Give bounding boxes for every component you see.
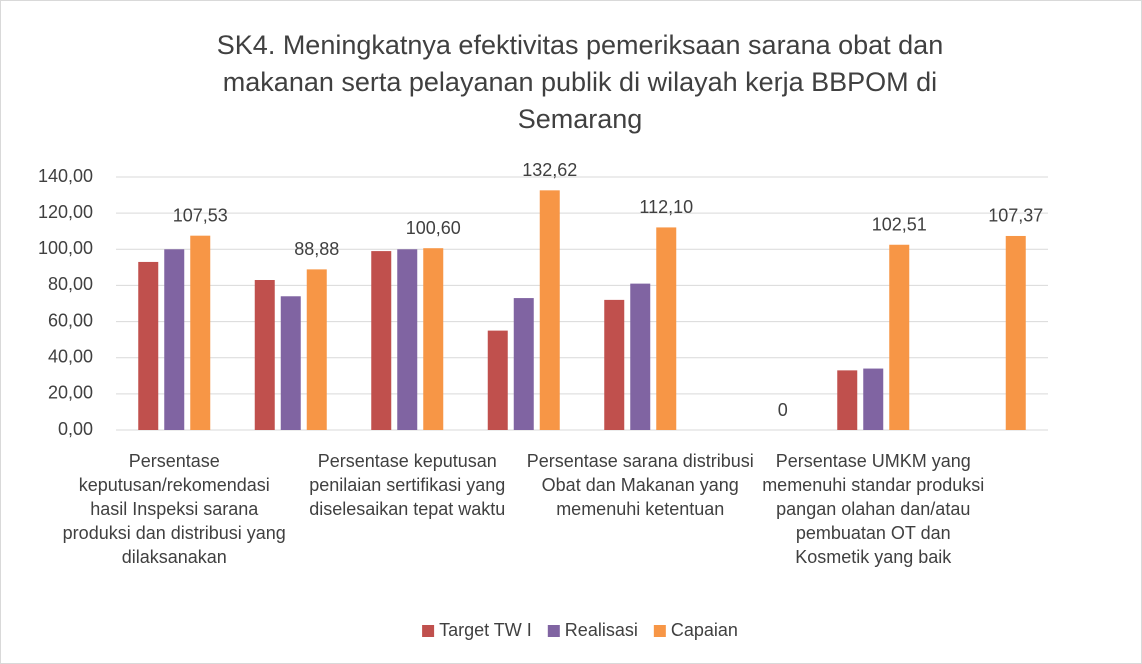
- data-label: 132,62: [522, 160, 577, 180]
- x-tick-label-line: memenuhi standar produksi: [762, 475, 984, 495]
- x-tick-label-line: Persentase keputusan: [318, 451, 497, 471]
- x-tick-label-line: Kosmetik yang baik: [795, 547, 952, 567]
- bar: [630, 283, 651, 430]
- y-tick-label: 20,00: [48, 383, 93, 403]
- y-tick-label: 0,00: [58, 419, 93, 439]
- bar: [604, 299, 625, 430]
- data-label: 112,10: [639, 197, 693, 217]
- data-label: 107,37: [988, 206, 1043, 226]
- x-tick-label-line: Obat dan Makanan yang: [542, 475, 739, 495]
- legend-item: Realisasi: [547, 620, 638, 640]
- bar: [280, 296, 301, 430]
- legend-item: Capaian: [653, 620, 738, 640]
- data-label: 107,53: [173, 205, 228, 225]
- y-tick-label: 80,00: [48, 274, 93, 294]
- bar: [190, 235, 211, 430]
- x-tick-label: Persentase keputusan penilaian sertifikas…: [309, 451, 505, 519]
- legend-label: Realisasi: [565, 620, 638, 640]
- data-label: 100,60: [406, 218, 461, 238]
- x-tick-label: Persentase UMKM yang memenuhi standar pro…: [762, 451, 984, 567]
- bar: [513, 298, 534, 430]
- x-tick-label-line: Persentase UMKM yang: [776, 451, 971, 471]
- bar: [837, 370, 858, 430]
- x-tick-label-line: pangan olahan dan/atau: [776, 499, 970, 519]
- legend-label: Capaian: [671, 620, 738, 640]
- legend-swatch: [547, 625, 560, 637]
- y-tick-label: 140,00: [38, 166, 93, 186]
- x-tick-label: Persentase keputusan/rekomendasi hasil Ins…: [63, 451, 286, 567]
- bar: [138, 261, 159, 430]
- x-tick-label-line: hasil Inspeksi sarana: [90, 499, 259, 519]
- x-tick-label-line: dilaksanakan: [122, 547, 227, 567]
- bar: [656, 227, 677, 430]
- bar: [1005, 235, 1026, 430]
- bar: [487, 330, 508, 430]
- bar: [889, 244, 910, 430]
- legend-item: Target TW I: [422, 620, 532, 640]
- legend-swatch: [653, 625, 666, 637]
- bar: [863, 368, 884, 430]
- x-tick-label-line: memenuhi ketentuan: [556, 499, 724, 519]
- y-tick-label: 40,00: [48, 346, 93, 366]
- x-tick-label-line: penilaian sertifikasi yang: [309, 475, 505, 495]
- x-tick-label-line: diselesaikan tepat waktu: [309, 499, 505, 519]
- x-tick-label-line: Persentase: [129, 451, 220, 471]
- data-label: 0: [778, 400, 788, 420]
- bar: [306, 269, 327, 430]
- bar: [254, 280, 275, 430]
- chart-title: makanan serta pelayanan publik di wilaya…: [223, 67, 937, 97]
- x-tick-label-line: Persentase sarana distribusi: [527, 451, 754, 471]
- bar: [371, 251, 392, 430]
- bar: [539, 190, 560, 430]
- y-tick-label: 120,00: [38, 202, 93, 222]
- data-label: 102,51: [872, 214, 927, 234]
- chart-title: Semarang: [518, 104, 643, 134]
- chart-title: SK4. Meningkatnya efektivitas pemeriksaa…: [217, 30, 943, 60]
- bar: [164, 249, 185, 430]
- x-tick-label-line: keputusan/rekomendasi: [79, 475, 270, 495]
- legend-swatch: [422, 625, 435, 637]
- x-tick-label: Persentase sarana distribusi Obat dan Mak…: [527, 451, 754, 519]
- y-tick-label: 100,00: [38, 238, 93, 258]
- legend-label: Target TW I: [439, 620, 532, 640]
- bar: [423, 248, 444, 430]
- y-tick-label: 60,00: [48, 310, 93, 330]
- data-label: 88,88: [294, 239, 339, 259]
- bar: [397, 249, 418, 430]
- x-tick-label-line: produksi dan distribusi yang: [63, 523, 286, 543]
- x-tick-label-line: pembuatan OT dan: [796, 523, 951, 543]
